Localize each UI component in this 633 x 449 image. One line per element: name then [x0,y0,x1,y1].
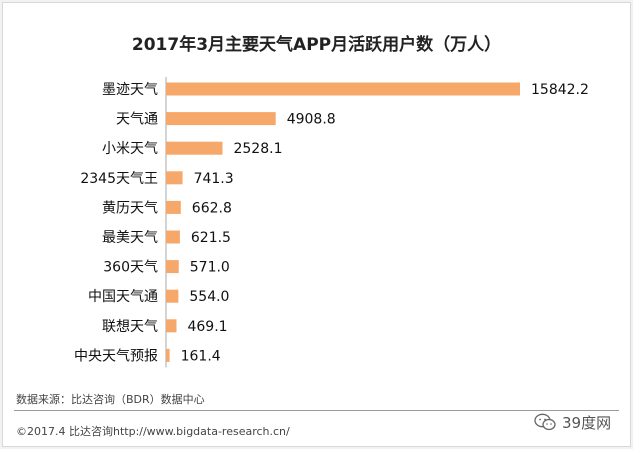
category-label: 2345天气王 [80,171,158,187]
bar [166,171,183,185]
watermark-text: 39度网 [562,413,612,432]
bar [166,230,180,244]
bar [166,200,181,214]
value-label: 4908.8 [287,112,336,128]
wechat-icon [534,413,556,431]
category-label: 黄历天气 [102,199,158,216]
divider [14,410,619,411]
value-label: 554.0 [189,289,229,305]
copyright-note: ©2017.4 比达咨询http://www.bigdata-research.… [16,425,290,438]
chart-title: 2017年3月主要天气APP月活跃用户数（万人） [131,35,502,55]
bar [166,260,179,274]
bar [166,348,170,362]
bar [166,319,177,333]
value-label: 571.0 [190,260,230,276]
category-label: 最美天气 [102,230,158,246]
bar [166,112,276,126]
category-label: 联想天气 [102,319,158,335]
value-label: 469.1 [187,319,227,335]
bar [166,289,179,303]
watermark: 39度网 [534,411,611,433]
value-label: 15842.2 [531,82,589,98]
value-label: 741.3 [194,171,234,187]
category-label: 360天气 [103,260,158,276]
category-label: 小米天气 [102,141,158,157]
bar [166,141,223,155]
category-label: 墨迹天气 [102,82,158,98]
value-label: 621.5 [191,230,231,246]
category-label: 天气通 [116,112,158,128]
category-label: 中国天气通 [88,289,158,305]
value-label: 662.8 [192,200,232,216]
value-label: 161.4 [181,348,221,364]
category-label: 中央天气预报 [74,348,158,364]
source-note: 数据来源：比达咨询（BDR）数据中心 [16,393,205,406]
bar [166,82,520,96]
value-label: 2528.1 [233,141,282,157]
